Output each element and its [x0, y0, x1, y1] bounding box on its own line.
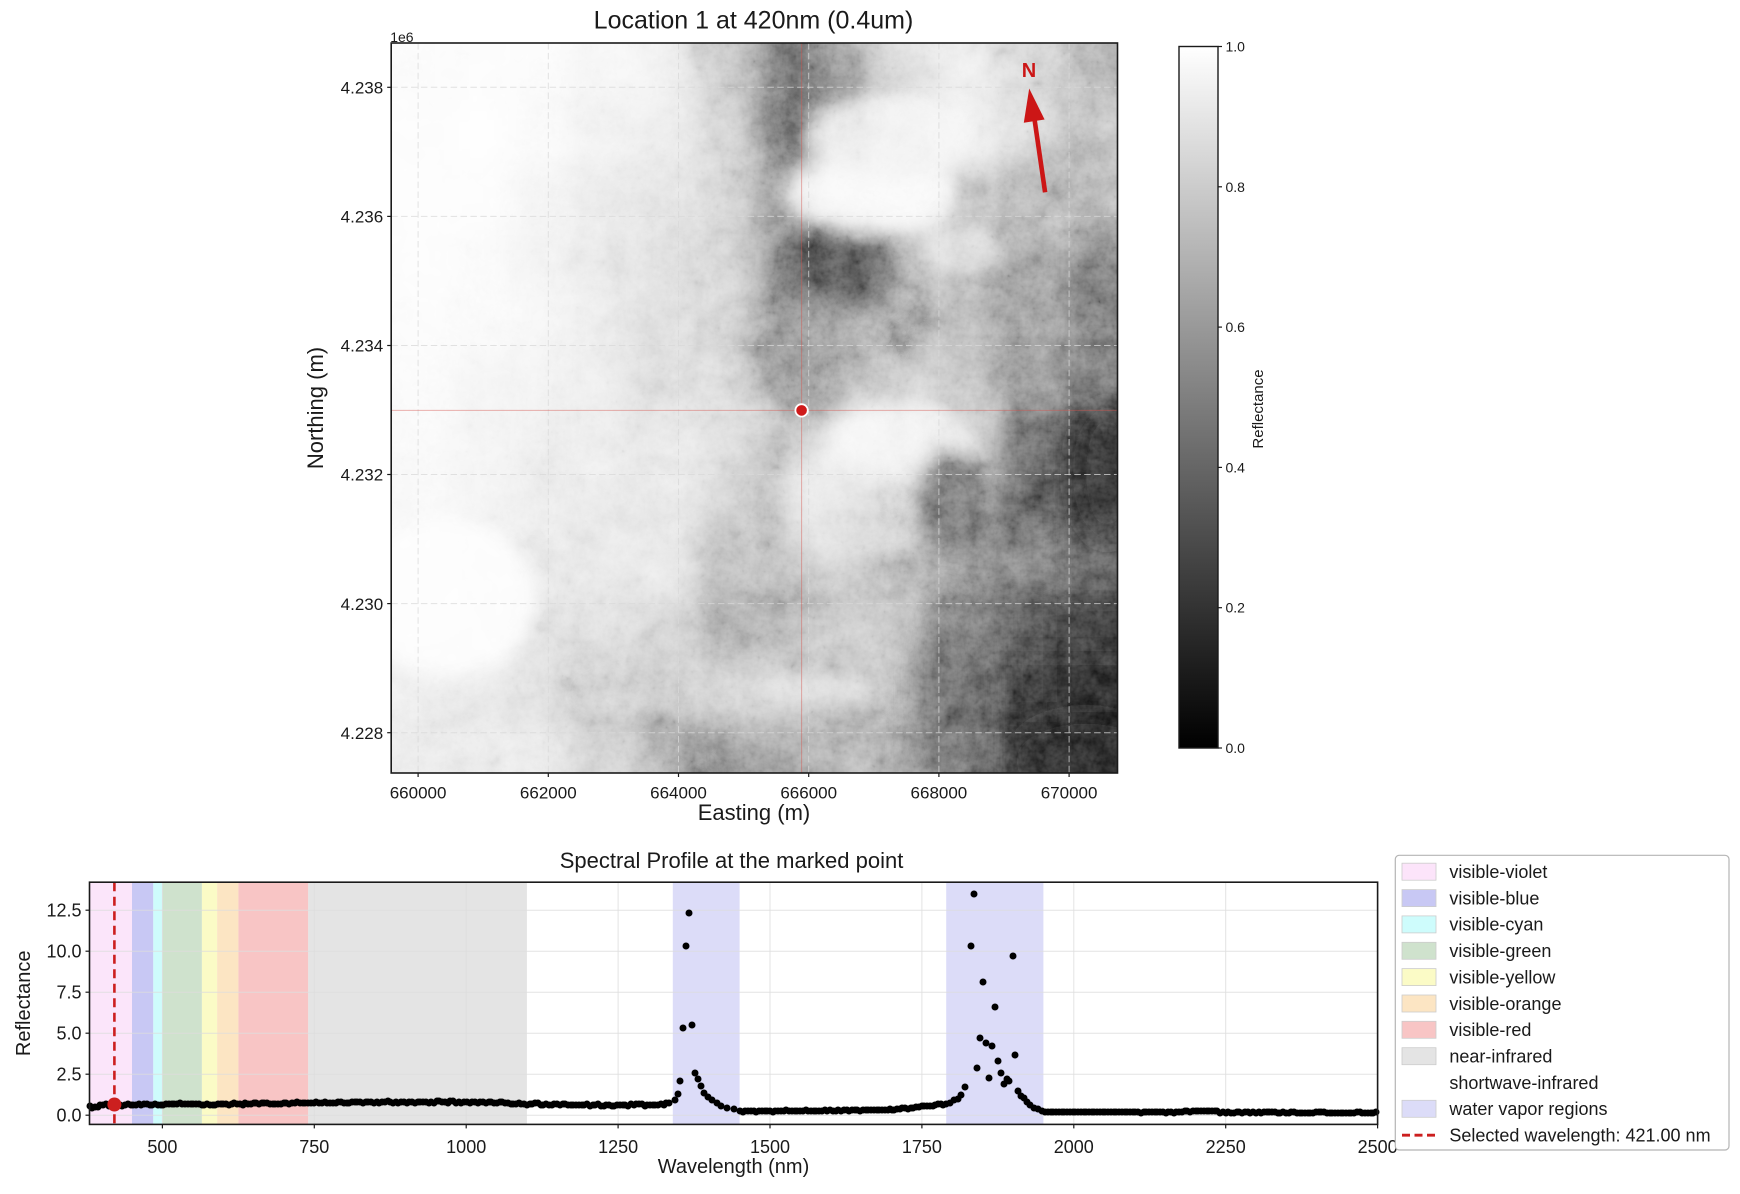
svg-text:0.6: 0.6 [1226, 319, 1246, 335]
svg-text:4.234: 4.234 [341, 337, 384, 356]
svg-text:2000: 2000 [1054, 1137, 1094, 1157]
svg-text:7.5: 7.5 [56, 983, 81, 1003]
svg-text:Selected wavelength: 421.00 nm: Selected wavelength: 421.00 nm [1449, 1126, 1710, 1146]
svg-text:4.230: 4.230 [341, 595, 384, 614]
svg-text:4.232: 4.232 [341, 466, 384, 485]
svg-text:1250: 1250 [598, 1137, 638, 1157]
svg-text:1750: 1750 [902, 1137, 942, 1157]
svg-text:2250: 2250 [1206, 1137, 1246, 1157]
svg-text:visible-red: visible-red [1449, 1020, 1531, 1040]
svg-text:visible-green: visible-green [1449, 941, 1551, 961]
svg-text:visible-violet: visible-violet [1449, 862, 1547, 882]
svg-text:shortwave-infrared: shortwave-infrared [1449, 1073, 1598, 1093]
svg-text:2500: 2500 [1358, 1137, 1398, 1157]
svg-text:Spectral Profile at the marked: Spectral Profile at the marked point [560, 848, 904, 873]
svg-text:10.0: 10.0 [46, 942, 81, 962]
svg-text:Location 1 at 420nm (0.4um): Location 1 at 420nm (0.4um) [594, 6, 914, 34]
svg-text:1.0: 1.0 [1226, 39, 1246, 55]
svg-text:666000: 666000 [780, 784, 837, 803]
svg-text:0.4: 0.4 [1226, 459, 1246, 475]
svg-text:660000: 660000 [390, 784, 447, 803]
svg-text:0.8: 0.8 [1226, 179, 1246, 195]
svg-text:664000: 664000 [650, 784, 707, 803]
svg-text:1e6: 1e6 [390, 29, 414, 45]
svg-text:12.5: 12.5 [46, 901, 81, 921]
svg-text:Easting (m): Easting (m) [698, 800, 810, 825]
svg-text:Wavelength (nm): Wavelength (nm) [658, 1156, 810, 1178]
svg-text:668000: 668000 [911, 784, 968, 803]
svg-text:1500: 1500 [750, 1137, 790, 1157]
svg-text:water vapor regions: water vapor regions [1448, 1099, 1607, 1119]
svg-text:670000: 670000 [1041, 784, 1098, 803]
svg-text:visible-cyan: visible-cyan [1449, 915, 1543, 935]
svg-text:visible-blue: visible-blue [1449, 888, 1539, 908]
svg-text:N: N [1022, 60, 1036, 82]
svg-text:4.228: 4.228 [341, 724, 384, 743]
svg-text:0.0: 0.0 [1226, 740, 1246, 756]
svg-text:Northing (m): Northing (m) [303, 347, 328, 469]
svg-text:1000: 1000 [446, 1137, 486, 1157]
svg-text:5.0: 5.0 [56, 1024, 81, 1044]
svg-text:4.238: 4.238 [341, 79, 384, 98]
svg-text:0.2: 0.2 [1226, 600, 1246, 616]
svg-text:500: 500 [147, 1137, 177, 1157]
svg-text:0.0: 0.0 [56, 1106, 81, 1126]
svg-text:2.5: 2.5 [56, 1065, 81, 1085]
svg-text:750: 750 [299, 1137, 329, 1157]
svg-text:662000: 662000 [520, 784, 577, 803]
svg-text:visible-yellow: visible-yellow [1449, 967, 1556, 987]
svg-text:Reflectance: Reflectance [1250, 369, 1267, 448]
svg-text:Reflectance: Reflectance [13, 950, 35, 1056]
svg-text:near-infrared: near-infrared [1449, 1047, 1552, 1067]
svg-text:visible-orange: visible-orange [1449, 994, 1561, 1014]
svg-text:4.236: 4.236 [341, 208, 384, 227]
